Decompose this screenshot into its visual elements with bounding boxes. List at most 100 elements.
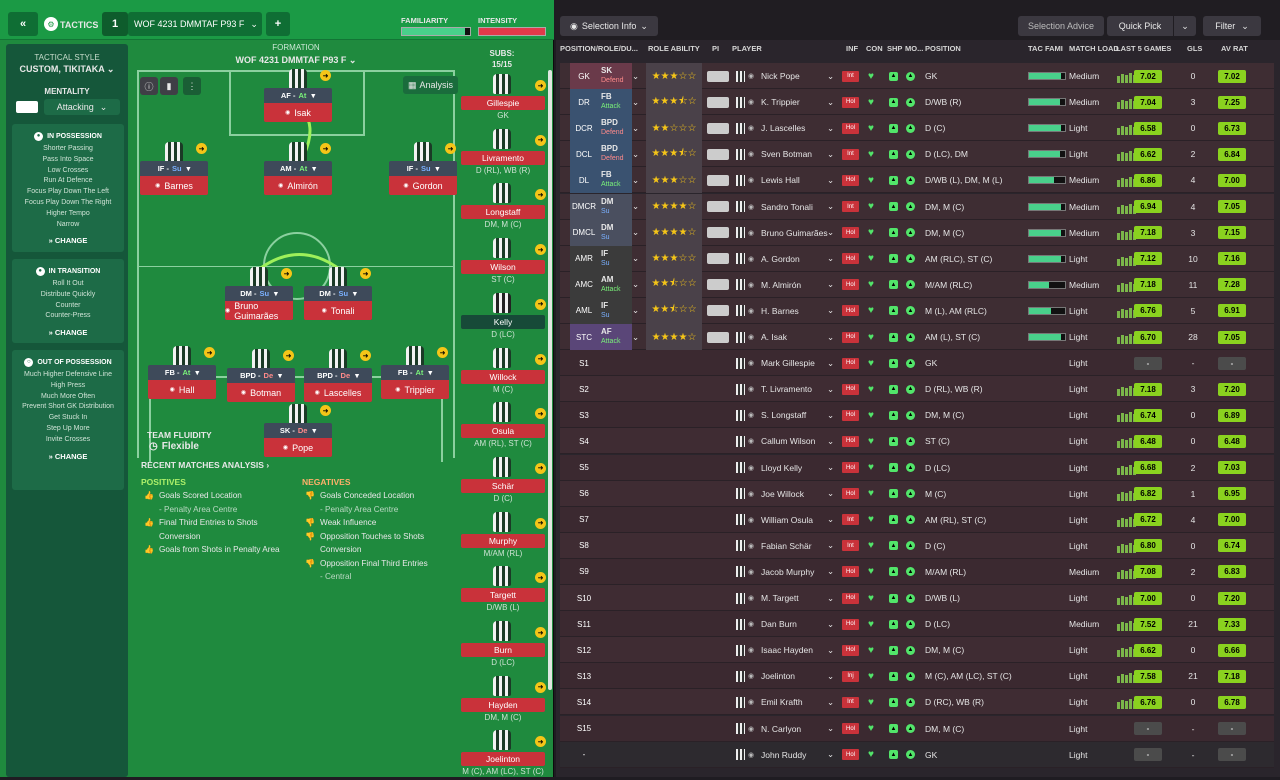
- chevron-down-icon[interactable]: ⌄: [632, 227, 640, 238]
- table-row[interactable]: S6 ◉ Joe Willock ⌄ Hol ♥ ▲ ▲ M (C) Light 6.82 1 6.95: [560, 480, 1274, 507]
- forward-arrow-icon[interactable]: ➜: [535, 134, 546, 146]
- mentality-select[interactable]: Attacking ⌄: [44, 99, 120, 115]
- role-duty[interactable]: BPD Defend: [598, 115, 632, 142]
- chevron-down-icon[interactable]: ⌄: [827, 618, 835, 629]
- chart-icon[interactable]: ▮: [160, 77, 178, 95]
- role-duty[interactable]: IF - Su ▾: [140, 161, 208, 176]
- role-duty[interactable]: IF Su: [598, 245, 632, 272]
- table-row[interactable]: S1 ◉ Mark Gillespie ⌄ Hol ♥ ▲ ▲ GK Light - - -: [560, 350, 1274, 377]
- player-name[interactable]: Lloyd Kelly: [761, 455, 839, 481]
- table-row[interactable]: S8 ◉ Fabian Schär ⌄ Int ♥ ▲ ▲ D (C) Light 6.80 0 6.7…: [560, 532, 1274, 559]
- col-mo[interactable]: MO...: [905, 44, 924, 53]
- player-instructions-icon[interactable]: [705, 63, 731, 89]
- role-duty[interactable]: IF Su: [598, 297, 632, 324]
- sub-name-box[interactable]: Wilson: [461, 260, 545, 275]
- info-badge[interactable]: Hol: [842, 122, 859, 134]
- player-name[interactable]: J. Lascelles: [761, 115, 839, 141]
- role-duty[interactable]: SK Defend: [598, 63, 632, 89]
- chevron-down-icon[interactable]: ⌄: [827, 70, 835, 81]
- position-slot[interactable]: S15: [570, 716, 598, 742]
- position-slot[interactable]: S6: [570, 481, 598, 507]
- chevron-down-icon[interactable]: ⌄: [1174, 16, 1196, 36]
- info-icon[interactable]: ⓘ: [140, 77, 158, 95]
- table-row[interactable]: S5 ◉ Lloyd Kelly ⌄ Hol ♥ ▲ ▲ D (LC) Light 6.68 2 7.0…: [560, 454, 1274, 481]
- forward-arrow-icon[interactable]: ➜: [320, 143, 331, 154]
- player-name[interactable]: Nick Pope: [761, 63, 839, 89]
- info-badge[interactable]: Hol: [842, 409, 859, 421]
- table-row[interactable]: DL FB Attack ⌄ ★★★☆☆ ◉ Lewis Hall ⌄ Hol ♥ ▲ ▲ D/WB (…: [560, 167, 1274, 194]
- sub-player[interactable]: ➜ Murphy M/AM (RL): [459, 508, 547, 562]
- player-name[interactable]: T. Livramento: [761, 376, 839, 402]
- table-row[interactable]: S9 ◉ Jacob Murphy ⌄ Hol ♥ ▲ ▲ M/AM (RL) Medium 7.0…: [560, 558, 1274, 585]
- table-row[interactable]: AML IF Su ⌄ ★★⯪☆☆ ◉ H. Barnes ⌄ Hol ♥ ▲ ▲ M (L), AM …: [560, 297, 1274, 324]
- table-row[interactable]: S3 ◉ S. Longstaff ⌄ Hol ♥ ▲ ▲ DM, M (C) Light 6.74…: [560, 402, 1274, 429]
- forward-arrow-icon[interactable]: ➜: [196, 143, 207, 154]
- info-badge[interactable]: Hol: [842, 723, 859, 734]
- change-button[interactable]: » CHANGE: [48, 451, 88, 461]
- position-slot[interactable]: DR: [570, 89, 598, 116]
- table-row[interactable]: AMR IF Su ⌄ ★★★☆☆ ◉ A. Gordon ⌄ Hol ♥ ▲ ▲ AM (RLC), …: [560, 245, 1274, 272]
- player-instructions-icon[interactable]: [705, 324, 731, 350]
- table-row[interactable]: S14 ◉ Emil Krafth ⌄ Int ♥ ▲ ▲ D (RC), WB (R) Ligh…: [560, 689, 1274, 716]
- info-badge[interactable]: Hol: [842, 462, 859, 473]
- position-slot[interactable]: -: [570, 742, 598, 768]
- forward-arrow-icon[interactable]: ➜: [535, 244, 546, 256]
- player-name[interactable]: Isaac Hayden: [761, 637, 839, 663]
- chevron-down-icon[interactable]: ⌄: [827, 122, 835, 133]
- col-inf[interactable]: INF: [846, 44, 859, 53]
- col-gls[interactable]: GLS: [1187, 44, 1203, 53]
- chevron-down-icon[interactable]: ⌄: [827, 592, 835, 603]
- sub-name-box[interactable]: Osula: [461, 424, 545, 439]
- player-name[interactable]: Jacob Murphy: [761, 559, 839, 585]
- player-card[interactable]: BPD - De ▾ ◉ Lascelles: [304, 368, 372, 402]
- player-name[interactable]: ◉ Lascelles: [304, 383, 372, 402]
- info-badge[interactable]: Int: [842, 696, 859, 708]
- style-value[interactable]: CUSTOM, TIKITAKA ⌄: [6, 64, 128, 75]
- col-position[interactable]: POSITION/ROLE/DU...: [560, 44, 638, 53]
- chevron-down-icon[interactable]: ⌄: [632, 305, 640, 316]
- back-icon[interactable]: «: [8, 12, 38, 36]
- player-name[interactable]: Callum Wilson: [761, 428, 839, 454]
- forward-arrow-icon[interactable]: ➜: [535, 517, 546, 529]
- info-badge[interactable]: Hol: [842, 749, 859, 761]
- forward-arrow-icon[interactable]: ➜: [535, 736, 546, 748]
- player-name[interactable]: Dan Burn: [761, 611, 839, 637]
- player-name[interactable]: Sven Botman: [761, 141, 839, 167]
- player-name[interactable]: ◉ Gordon: [389, 176, 457, 195]
- chevron-down-icon[interactable]: ⌄: [827, 357, 835, 368]
- chevron-down-icon[interactable]: ⌄: [827, 148, 835, 159]
- role-duty[interactable]: BPD - De ▾: [304, 368, 372, 383]
- table-row[interactable]: DCR BPD Defend ⌄ ★★☆☆☆ ◉ J. Lascelles ⌄ Hol ♥ ▲ ▲ D …: [560, 115, 1274, 142]
- player-instructions-icon[interactable]: [705, 115, 731, 141]
- table-row[interactable]: DMCL DM Su ⌄ ★★★★☆ ◉ Bruno Guimarães ⌄ Hol ♥ ▲ ▲ DM,…: [560, 219, 1274, 246]
- sub-player[interactable]: ➜ Willock M (C): [459, 344, 547, 398]
- sub-name-box[interactable]: Schär: [461, 478, 545, 493]
- player-card[interactable]: AF - At ▾ ◉ Isak: [264, 88, 332, 122]
- col-match-load[interactable]: MATCH LOAD: [1069, 44, 1119, 53]
- role-duty[interactable]: DM - Su ▾: [225, 286, 293, 301]
- position-slot[interactable]: AMC: [570, 271, 598, 298]
- player-instructions-icon[interactable]: [705, 272, 731, 298]
- role-duty[interactable]: AM - At ▾: [264, 161, 332, 176]
- position-slot[interactable]: S11: [570, 611, 598, 637]
- info-badge[interactable]: Hol: [842, 96, 859, 108]
- player-card[interactable]: AM - At ▾ ◉ Almirón: [264, 161, 332, 195]
- player-name[interactable]: Bruno Guimarães: [761, 220, 839, 246]
- subs-scrollbar[interactable]: [548, 70, 552, 690]
- role-duty[interactable]: DM Su: [598, 219, 632, 246]
- info-badge[interactable]: Hol: [842, 174, 859, 186]
- info-badge[interactable]: Int: [842, 148, 859, 160]
- sub-player[interactable]: ➜ Longstaff DM, M (C): [459, 179, 547, 233]
- forward-arrow-icon[interactable]: ➜: [535, 408, 546, 420]
- chevron-down-icon[interactable]: ⌄: [827, 253, 835, 264]
- sub-player[interactable]: ➜ Joelinton M (C), AM (LC), ST (C): [459, 726, 547, 780]
- info-badge[interactable]: Int: [842, 201, 859, 212]
- chevron-down-icon[interactable]: ⌄: [827, 723, 835, 733]
- chevron-down-icon[interactable]: ⌄: [632, 201, 640, 211]
- info-badge[interactable]: Hol: [842, 435, 859, 447]
- change-button[interactable]: » CHANGE: [48, 236, 88, 246]
- info-badge[interactable]: Hol: [842, 227, 859, 239]
- position-slot[interactable]: AMR: [570, 245, 598, 272]
- player-card[interactable]: DM - Su ▾ ◉ Tonali: [304, 286, 372, 320]
- chevron-down-icon[interactable]: ⌄: [827, 488, 835, 499]
